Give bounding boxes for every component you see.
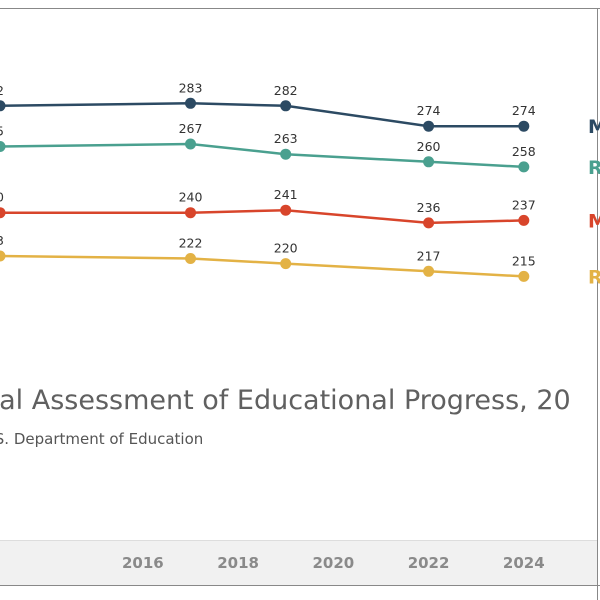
data-label: 0: [0, 190, 4, 205]
x-tick-label: 2018: [217, 554, 259, 572]
data-point: [280, 258, 292, 270]
data-point: [423, 217, 435, 229]
xaxis-band: [0, 540, 597, 585]
data-point: [185, 97, 196, 109]
source-subtitle: .S. Department of Education: [0, 430, 204, 448]
x-tick-label: 2020: [312, 554, 354, 572]
series-legend-label: R: [588, 157, 600, 179]
data-point: [0, 100, 6, 112]
data-label: 3: [0, 233, 4, 248]
data-point: [0, 141, 6, 152]
data-label: 274: [417, 103, 441, 118]
data-label: 258: [512, 144, 536, 159]
data-point: [280, 148, 292, 160]
data-label: 2: [0, 83, 4, 98]
data-point: [518, 120, 530, 132]
x-tick-label: 2022: [408, 554, 450, 572]
data-point: [423, 265, 435, 277]
series-line: [0, 208, 524, 225]
series-line: [0, 254, 524, 278]
series-line: [0, 142, 524, 169]
data-label: 217: [417, 248, 441, 263]
data-point: [423, 156, 435, 168]
data-point: [423, 120, 435, 132]
data-point: [185, 253, 196, 264]
data-point: [185, 207, 196, 219]
series-legend-label: R: [588, 266, 600, 288]
data-point: [280, 100, 292, 112]
data-label: 260: [417, 139, 441, 154]
series-legend-label: M: [588, 116, 600, 138]
data-label: 283: [179, 80, 203, 95]
data-label: 263: [274, 131, 298, 146]
x-tick-label: 2024: [503, 554, 545, 572]
data-label: 215: [512, 253, 536, 268]
series-line: [0, 102, 524, 128]
data-point: [0, 207, 6, 219]
data-point: [280, 204, 292, 216]
data-label: 240: [179, 190, 203, 205]
data-label: 241: [274, 187, 298, 202]
data-point: [518, 270, 530, 282]
data-label: 5: [0, 124, 4, 139]
data-point: [518, 161, 530, 173]
data-point: [518, 214, 530, 226]
data-label: 222: [179, 236, 203, 251]
series-legend-label: M: [588, 210, 600, 232]
data-label: 267: [179, 121, 203, 136]
x-tick-label: 2016: [122, 554, 164, 572]
data-label: 220: [274, 241, 298, 256]
data-label: 282: [274, 83, 298, 98]
data-label: 237: [512, 197, 536, 212]
data-point: [185, 138, 196, 150]
source-title: nal Assessment of Educational Progress, …: [0, 385, 571, 416]
data-label: 236: [417, 200, 441, 215]
data-label: 274: [512, 103, 536, 118]
data-point: [0, 250, 6, 262]
